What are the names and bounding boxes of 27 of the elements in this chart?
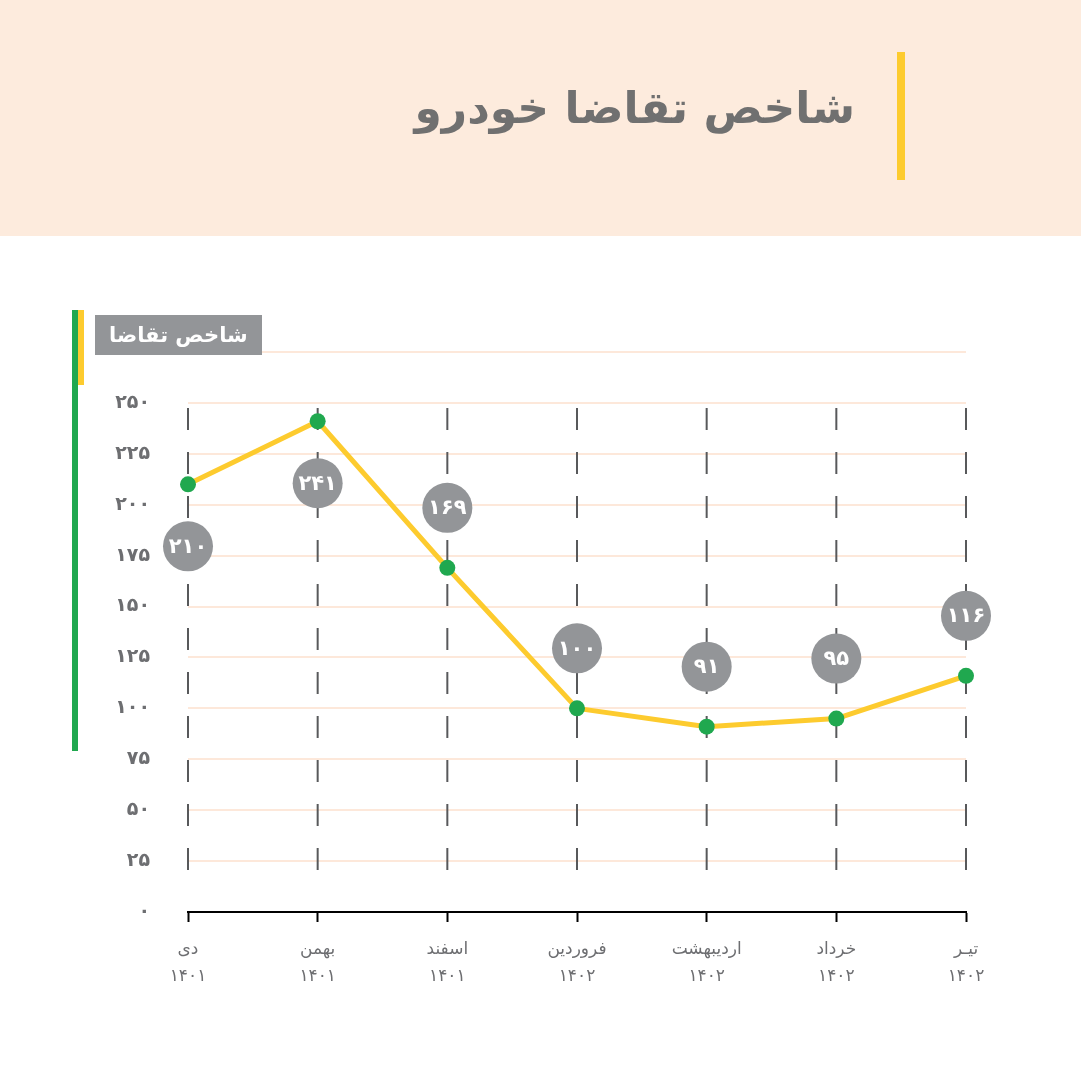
- x-tick-label: خرداد ۱۴۰۲: [816, 938, 857, 986]
- x-tick-label: اردیبهشت ۱۴۰۲: [671, 938, 742, 986]
- chart-title: شاخص تقاضا خودرو: [414, 81, 855, 136]
- y-tick-label: ۲۰۰: [115, 491, 150, 514]
- y-tick-label: ۱۰۰: [115, 695, 150, 718]
- data-label: ۲۱۰: [168, 533, 208, 558]
- y-tick-label: ۷۵: [126, 746, 151, 769]
- data-label: ۱۶۹: [428, 495, 467, 520]
- x-tick-label: تیـر ۱۴۰۲: [947, 938, 985, 986]
- data-label: ۹۵: [823, 646, 850, 670]
- y-tick-label: ۱۲۵: [115, 644, 151, 667]
- y-tick-label: ۲۵۰: [115, 389, 150, 412]
- x-tick-label: فروردین ۱۴۰۲: [547, 938, 607, 986]
- y-tick-label: ۰: [138, 898, 150, 921]
- data-label: ۱۰۰: [557, 635, 597, 660]
- y-tick-label: ۱۵۰: [115, 593, 150, 616]
- data-label: ۱۱۶: [946, 603, 986, 628]
- y-tick-label: ۱۷۵: [115, 542, 151, 565]
- y-tick-label: ۵۰: [126, 797, 150, 820]
- y-tick-label: ۲۵: [126, 848, 151, 871]
- x-tick-label: بهمن ۱۴۰۱: [299, 938, 336, 986]
- x-tick-label: دی ۱۴۰۱: [169, 938, 207, 986]
- x-tick-label: اسفند ۱۴۰۱: [426, 938, 469, 986]
- y-tick-label: ۲۲۵: [115, 440, 151, 463]
- data-label: ۲۴۱: [298, 470, 337, 495]
- data-label: ۹۱: [693, 654, 720, 679]
- y-axis-title: شاخص تقاضا: [95, 315, 262, 355]
